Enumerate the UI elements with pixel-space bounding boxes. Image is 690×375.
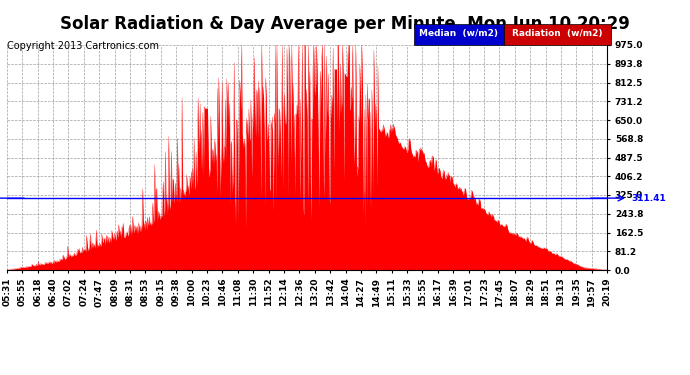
Text: Median  (w/m2): Median (w/m2) (420, 29, 498, 38)
Text: Solar Radiation & Day Average per Minute  Mon Jun 10 20:29: Solar Radiation & Day Average per Minute… (60, 15, 630, 33)
Text: Copyright 2013 Cartronics.com: Copyright 2013 Cartronics.com (7, 41, 159, 51)
Text: 311.41: 311.41 (631, 194, 666, 202)
Text: Radiation  (w/m2): Radiation (w/m2) (512, 29, 602, 38)
